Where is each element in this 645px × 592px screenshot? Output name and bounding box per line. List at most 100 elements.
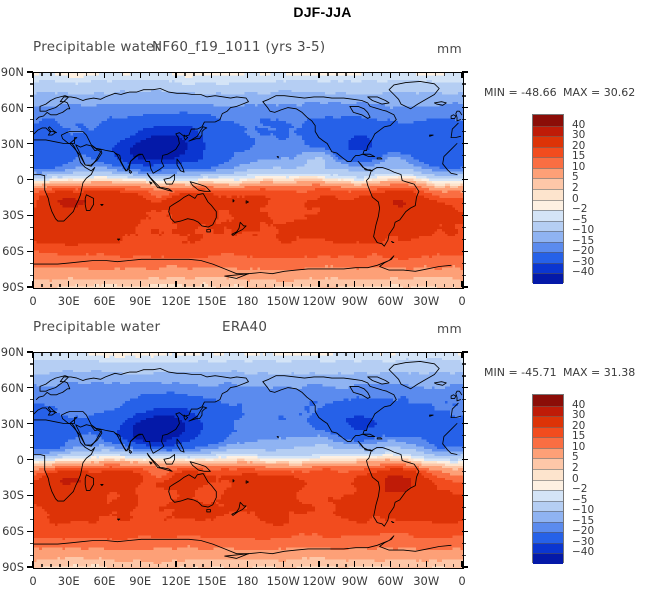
colorbar-swatch — [533, 157, 563, 169]
x-major-tick — [68, 72, 70, 78]
y-minor-tick — [29, 554, 33, 556]
x-minor-tick — [157, 563, 159, 567]
x-minor-tick — [327, 563, 329, 567]
x-minor-tick — [407, 283, 410, 287]
x-major-tick — [139, 281, 141, 287]
colorbar-divider — [533, 210, 563, 212]
y-minor-tick — [29, 506, 33, 508]
colorbar-divider — [533, 125, 563, 127]
colorbar-divider — [533, 426, 563, 428]
x-minor-tick — [238, 352, 240, 356]
y-major-tick — [462, 250, 468, 252]
x-minor-tick — [166, 352, 168, 356]
x-minor-tick — [434, 283, 436, 287]
y-major-tick — [462, 494, 468, 496]
x-minor-tick — [300, 72, 302, 76]
x-minor-tick — [193, 72, 195, 76]
x-major-tick — [139, 72, 141, 78]
x-minor-tick — [121, 563, 124, 567]
map-plot-area-bottom[interactable] — [33, 352, 464, 569]
x-minor-tick — [255, 563, 258, 567]
panel-top-units-label: mm — [437, 41, 462, 56]
panel-bottom-min-label: MIN = -45.71 — [484, 366, 557, 379]
x-axis-tick-label: 150E — [197, 574, 227, 588]
colorbar-tick-label: 0 — [572, 192, 579, 205]
x-major-tick — [282, 352, 284, 358]
x-major-tick — [282, 72, 284, 78]
colorbar-swatch — [533, 490, 563, 502]
x-minor-tick — [95, 352, 97, 356]
y-major-tick — [462, 566, 468, 568]
y-minor-tick — [462, 363, 466, 365]
colorbar-divider — [533, 437, 563, 439]
colorbar-swatch — [533, 479, 563, 491]
colorbar-divider — [533, 468, 563, 470]
x-minor-tick — [381, 72, 383, 76]
x-major-tick — [211, 281, 213, 287]
x-major-tick — [103, 561, 106, 567]
x-minor-tick — [86, 563, 88, 567]
x-minor-tick — [238, 563, 240, 567]
x-axis-tick-label: 150W — [266, 294, 300, 308]
x-axis-tick-label: 30W — [413, 294, 440, 308]
x-axis-tick-label: 30E — [57, 294, 80, 308]
x-major-tick — [461, 561, 463, 567]
x-minor-tick — [363, 283, 365, 287]
x-minor-tick — [148, 283, 150, 287]
x-major-tick — [389, 561, 392, 567]
x-major-tick — [425, 561, 427, 567]
colorbar-tick-label: −2 — [572, 203, 588, 216]
x-minor-tick — [273, 563, 275, 567]
y-minor-tick — [29, 435, 33, 437]
x-minor-tick — [273, 72, 275, 76]
y-minor-tick — [462, 274, 466, 276]
y-minor-tick — [462, 262, 466, 264]
x-axis-tick-label: 180 — [236, 294, 259, 308]
colorbar-tick-label: −10 — [572, 504, 595, 517]
y-minor-tick — [29, 411, 33, 413]
x-minor-tick — [309, 352, 311, 356]
y-minor-tick — [29, 542, 33, 544]
x-minor-tick — [59, 563, 61, 567]
colorbar-divider — [533, 542, 563, 544]
x-minor-tick — [193, 563, 195, 567]
colorbar-swatch — [533, 178, 563, 190]
x-minor-tick — [59, 72, 61, 76]
x-minor-tick — [273, 283, 275, 287]
colorbar-divider — [533, 458, 563, 460]
colorbar-tick-label: 5 — [572, 171, 579, 184]
colorbar-bottom[interactable] — [532, 394, 564, 565]
x-major-tick — [139, 561, 141, 567]
x-minor-tick — [345, 563, 347, 567]
x-major-tick — [389, 352, 392, 358]
x-major-tick — [32, 352, 34, 358]
colorbar-swatch — [533, 188, 563, 200]
x-axis-tick-label: 60W — [377, 574, 404, 588]
colorbar-top[interactable] — [532, 114, 564, 285]
colorbar-tick-label: 10 — [572, 440, 586, 453]
x-minor-tick — [336, 283, 338, 287]
map-plot-area-top[interactable] — [33, 72, 464, 289]
x-major-tick — [68, 281, 70, 287]
x-minor-tick — [41, 283, 43, 287]
x-minor-tick — [345, 283, 347, 287]
y-major-tick — [27, 71, 33, 73]
x-major-tick — [425, 352, 427, 358]
y-major-tick — [27, 566, 33, 568]
y-major-tick — [462, 143, 468, 145]
x-major-tick — [246, 281, 249, 287]
x-major-tick — [354, 561, 356, 567]
colorbar-swatch — [533, 468, 563, 480]
x-major-tick — [103, 72, 106, 78]
y-minor-tick — [462, 506, 466, 508]
x-minor-tick — [77, 72, 79, 76]
y-minor-tick — [29, 399, 33, 401]
y-minor-tick — [29, 155, 33, 157]
x-minor-tick — [229, 352, 231, 356]
x-minor-tick — [77, 352, 79, 356]
x-minor-tick — [363, 352, 365, 356]
x-axis-tick-label: 30E — [57, 574, 80, 588]
x-minor-tick — [273, 352, 275, 356]
colorbar-divider — [533, 231, 563, 233]
y-minor-tick — [29, 131, 33, 133]
